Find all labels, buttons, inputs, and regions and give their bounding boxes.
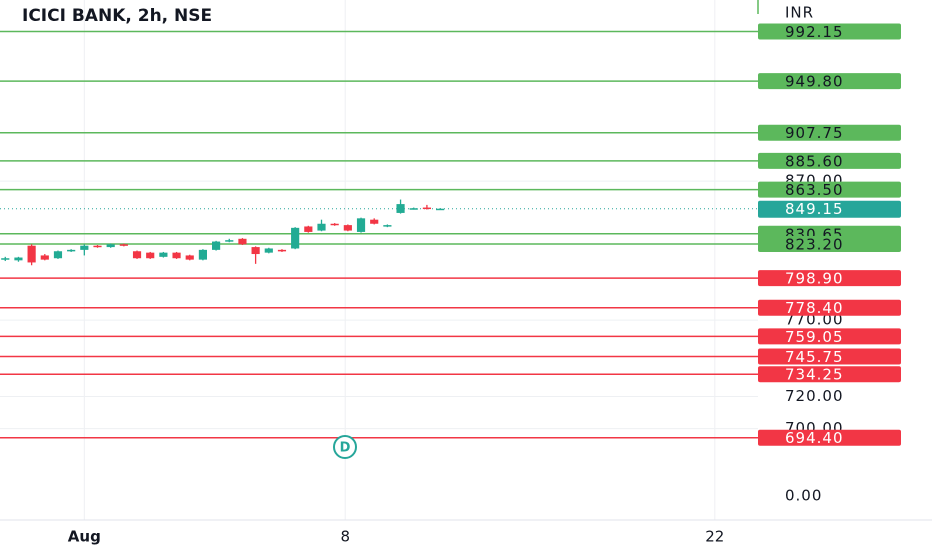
candle-body bbox=[238, 238, 247, 245]
candle-body bbox=[146, 252, 155, 259]
candle-body bbox=[212, 241, 221, 250]
price-axis: 870.00770.00720.00700.00992.15949.80907.… bbox=[758, 23, 901, 447]
candle-body bbox=[409, 208, 418, 210]
level-label: 992.15 bbox=[785, 23, 844, 41]
candle-body bbox=[383, 225, 392, 227]
candle-body bbox=[27, 245, 36, 263]
last-price-box bbox=[758, 200, 901, 218]
candle-body bbox=[172, 252, 181, 259]
level-box bbox=[758, 236, 901, 253]
candle-body bbox=[14, 257, 23, 261]
level-box bbox=[758, 181, 901, 198]
x-tick-label: Aug bbox=[68, 528, 101, 546]
candle-body bbox=[436, 208, 445, 211]
level-box bbox=[758, 270, 901, 287]
candle-body bbox=[330, 223, 339, 226]
candle-body bbox=[396, 204, 405, 213]
level-box bbox=[758, 328, 901, 345]
candle-body bbox=[343, 225, 352, 231]
candle-body bbox=[67, 249, 76, 252]
level-label: 863.50 bbox=[785, 181, 844, 199]
levels bbox=[0, 30, 760, 439]
candle-body bbox=[225, 240, 234, 242]
candle-body bbox=[422, 207, 431, 210]
candle-body bbox=[264, 248, 273, 253]
candles bbox=[1, 199, 445, 266]
level-box bbox=[758, 299, 901, 316]
level-label: 885.60 bbox=[785, 152, 844, 170]
level-label: 734.25 bbox=[785, 366, 844, 384]
level-label: 759.05 bbox=[785, 328, 844, 346]
candle-body bbox=[93, 245, 102, 248]
level-label: 823.20 bbox=[785, 236, 844, 254]
candle-body bbox=[53, 251, 63, 259]
last-price-label: 849.15 bbox=[785, 200, 844, 218]
level-label: 907.75 bbox=[785, 124, 844, 142]
candle-body bbox=[185, 255, 194, 260]
x-tick-label: 8 bbox=[340, 528, 350, 546]
candle-body bbox=[132, 251, 142, 259]
currency: INR bbox=[785, 4, 814, 22]
level-box bbox=[758, 366, 901, 383]
level-label: 745.75 bbox=[785, 348, 844, 366]
level-box bbox=[758, 73, 901, 90]
level-box bbox=[758, 23, 901, 40]
candle-body bbox=[370, 219, 379, 224]
candle-body bbox=[291, 227, 300, 249]
candle-body bbox=[251, 247, 260, 255]
candle-body bbox=[317, 223, 326, 231]
candle-body bbox=[40, 255, 49, 260]
level-box bbox=[758, 152, 901, 169]
dividend-label: D bbox=[340, 441, 351, 456]
candle-body bbox=[159, 252, 168, 257]
level-box bbox=[758, 348, 901, 365]
grid bbox=[0, 0, 932, 521]
level-box bbox=[758, 429, 901, 446]
y-tick-label: 720.00 bbox=[785, 387, 844, 405]
level-box bbox=[758, 124, 901, 141]
level-label: 694.40 bbox=[785, 429, 844, 447]
candle-body bbox=[356, 218, 366, 232]
candle-body bbox=[106, 244, 115, 248]
chart-title: ICICI BANK, 2h, NSE bbox=[22, 6, 212, 26]
level-label: 778.40 bbox=[785, 299, 844, 317]
candle-body bbox=[119, 244, 128, 246]
bottom-label: 0.00 bbox=[785, 487, 822, 505]
level-label: 798.90 bbox=[785, 270, 844, 288]
candle-body bbox=[1, 258, 10, 260]
level-label: 949.80 bbox=[785, 73, 844, 91]
candle-body bbox=[277, 249, 287, 252]
candle-body bbox=[198, 249, 207, 260]
candle-body bbox=[304, 226, 313, 232]
candle-body bbox=[80, 245, 89, 250]
dividend-marker[interactable] bbox=[333, 435, 357, 459]
x-tick-label: 22 bbox=[705, 528, 724, 546]
